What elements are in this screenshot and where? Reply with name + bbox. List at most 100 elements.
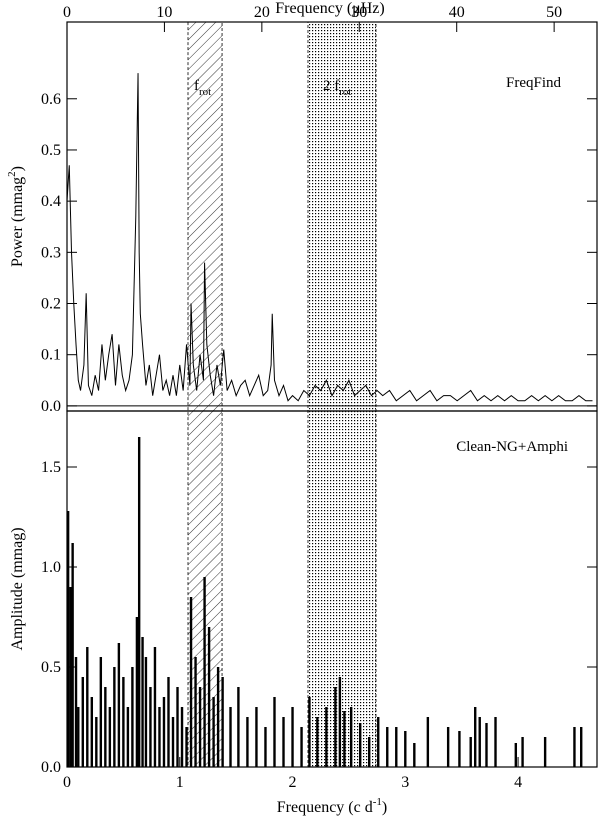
amplitude-bar (149, 687, 152, 767)
amplitude-bar (81, 677, 84, 767)
amplitude-bar (246, 717, 249, 767)
amplitude-bar (113, 667, 116, 767)
amplitude-bar (158, 707, 161, 767)
x2-tick-label: 20 (254, 4, 270, 21)
amplitude-bar (358, 723, 362, 767)
x-tick-label: 2 (289, 774, 297, 791)
amplitude-bar (300, 727, 303, 767)
amplitude-bar (69, 587, 72, 767)
amplitude-bar (573, 727, 576, 767)
x2-tick-label: 30 (351, 4, 367, 21)
amplitude-bar (404, 731, 407, 767)
amplitude-bar (316, 717, 319, 767)
amplitude-bar (153, 647, 157, 767)
x-tick-label: 0 (63, 774, 71, 791)
amplitude-bar (180, 707, 184, 767)
amplitude-bar (176, 687, 179, 767)
amplitude-bar (458, 731, 461, 767)
axis-label-sup: 2 (6, 171, 18, 177)
amplitude-bar (126, 707, 130, 767)
y-tick-label: 0.2 (41, 296, 61, 313)
band-label-main: f (194, 78, 199, 94)
amplitude-bar (343, 711, 346, 767)
amplitude-bar (203, 577, 206, 767)
axis-label-close: ) (9, 166, 26, 171)
x-tick-label: 3 (401, 774, 409, 791)
amplitude-bar (334, 687, 337, 767)
amplitude-bar (338, 677, 342, 767)
x-tick-label: 1 (176, 774, 184, 791)
amplitude-bar (514, 743, 518, 767)
amplitude-bar (90, 697, 94, 767)
y-tick-label: 1.0 (41, 559, 61, 576)
amplitude-bar (469, 737, 472, 767)
band-label-main: 2 f (323, 78, 339, 94)
band-label-sub: rot (199, 86, 211, 98)
amplitude-bar (167, 677, 170, 767)
axis-label-close: ) (382, 799, 387, 816)
y-tick-label: 0.6 (41, 91, 61, 108)
amplitude-bar (141, 637, 144, 767)
amplitude-bar (282, 717, 285, 767)
x2-tick-label: 0 (63, 4, 71, 21)
y-tick-label: 1.5 (41, 459, 61, 476)
amplitude-bar (221, 677, 224, 767)
annotation: Clean-NG+Amphi (456, 439, 568, 455)
y-tick-label: 0.5 (41, 659, 61, 676)
axis-label: Power (mmag2) (6, 166, 26, 267)
panel-frame (66, 410, 598, 768)
y-tick-label: 0.5 (41, 142, 61, 159)
axis-label-text: Amplitude (mmag) (9, 527, 26, 650)
amplitude-bar (446, 727, 450, 767)
amplitude-bar (108, 707, 112, 767)
amplitude-bar (198, 687, 202, 767)
amplitude-bar (580, 727, 583, 767)
annotation: FreqFind (506, 75, 562, 91)
x2-tick-label: 10 (156, 4, 172, 21)
amplitude-bar (189, 597, 193, 767)
amplitude-bar (131, 667, 134, 767)
axis-label-text: Frequency (c d (277, 799, 373, 816)
amplitude-bar (426, 717, 430, 767)
amplitude-bar (237, 687, 240, 767)
shaded-band (307, 21, 377, 768)
amplitude-bar (543, 737, 547, 767)
y-tick-label: 0.1 (41, 347, 61, 364)
amplitude-bar (122, 677, 125, 767)
amplitude-bar (485, 723, 488, 767)
amplitude-bar (171, 717, 175, 767)
amplitude-bar (386, 727, 389, 767)
band-label: 2 frot (323, 78, 351, 98)
y-tick-label: 0.4 (41, 193, 61, 210)
amplitude-bar (349, 707, 353, 767)
amplitude-bar (478, 717, 481, 767)
x-tick-label: 4 (514, 774, 522, 791)
amplitude-bar (291, 707, 294, 767)
amplitude-bar (99, 657, 103, 767)
amplitude-bar (207, 627, 211, 767)
x2-tick-label: 40 (449, 4, 465, 21)
amplitude-bar (66, 511, 70, 767)
y-tick-label: 0.0 (41, 759, 61, 776)
amplitude-bar (308, 697, 311, 767)
amplitude-bar (95, 717, 98, 767)
amplitude-bar (413, 743, 416, 767)
axis-label-text: Power (mmag (9, 177, 26, 267)
amplitude-bar (474, 707, 477, 767)
amplitude-bar (185, 727, 188, 767)
amplitude-bar (264, 727, 267, 767)
y-tick-label: 0.0 (41, 398, 61, 415)
x2-tick-label: 50 (546, 4, 562, 21)
amplitude-bar (144, 657, 148, 767)
amplitude-bar (74, 657, 78, 767)
amplitude-bar (273, 697, 276, 767)
amplitude-bar (368, 737, 371, 767)
band-label-sub: rot (339, 86, 351, 98)
y-tick-label: 0.3 (41, 244, 61, 261)
axis-label: Amplitude (mmag) (9, 527, 26, 650)
amplitude-bar (162, 697, 166, 767)
x2-axis-label: Frequency (μHz) (275, 0, 384, 17)
band-label: frot (194, 78, 211, 98)
